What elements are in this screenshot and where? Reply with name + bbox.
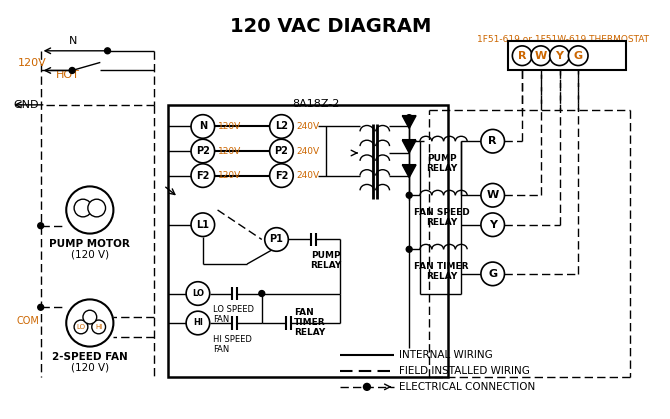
Text: RELAY: RELAY	[426, 272, 457, 281]
Text: FAN: FAN	[294, 308, 314, 317]
Circle shape	[406, 246, 412, 252]
Circle shape	[481, 262, 505, 286]
Text: F2: F2	[275, 171, 288, 181]
Text: R: R	[488, 136, 497, 146]
Circle shape	[549, 46, 570, 65]
Circle shape	[481, 213, 505, 236]
Text: (120 V): (120 V)	[71, 249, 109, 259]
Text: Y: Y	[488, 220, 496, 230]
Circle shape	[269, 164, 293, 187]
Circle shape	[105, 48, 111, 54]
Text: FAN: FAN	[212, 315, 229, 324]
Text: Y: Y	[555, 51, 563, 61]
Circle shape	[38, 304, 44, 310]
Text: N: N	[199, 122, 207, 132]
Circle shape	[88, 199, 106, 217]
Text: N: N	[69, 36, 77, 46]
Circle shape	[406, 192, 412, 198]
Text: 120V: 120V	[218, 147, 241, 155]
Circle shape	[513, 46, 532, 65]
Polygon shape	[402, 140, 416, 153]
Text: W: W	[535, 51, 547, 61]
Circle shape	[66, 300, 113, 347]
Circle shape	[481, 129, 505, 153]
Circle shape	[92, 320, 106, 334]
Circle shape	[269, 139, 293, 163]
Text: RELAY: RELAY	[294, 328, 326, 337]
Text: 240V: 240V	[296, 171, 320, 180]
Circle shape	[186, 311, 210, 335]
Circle shape	[69, 67, 75, 73]
Text: 120 VAC DIAGRAM: 120 VAC DIAGRAM	[230, 18, 431, 36]
Circle shape	[191, 115, 214, 138]
Text: PUMP MOTOR: PUMP MOTOR	[50, 240, 130, 249]
Polygon shape	[402, 116, 416, 129]
Polygon shape	[402, 165, 416, 178]
Text: PUMP: PUMP	[427, 154, 456, 163]
Circle shape	[66, 186, 113, 233]
Text: G: G	[488, 269, 497, 279]
Circle shape	[191, 139, 214, 163]
Text: LO SPEED: LO SPEED	[212, 305, 254, 314]
Text: P2: P2	[196, 146, 210, 156]
Circle shape	[259, 290, 265, 297]
Circle shape	[83, 310, 96, 324]
Text: 120V: 120V	[18, 57, 47, 67]
Text: COM: COM	[16, 316, 39, 326]
Text: LO: LO	[192, 289, 204, 298]
Bar	[168, 105, 448, 377]
Text: 240V: 240V	[296, 147, 320, 155]
Circle shape	[265, 228, 288, 251]
Circle shape	[191, 164, 214, 187]
Text: W: W	[486, 190, 499, 200]
Circle shape	[481, 184, 505, 207]
Circle shape	[364, 383, 371, 391]
Text: P1: P1	[269, 235, 283, 244]
Text: FAN SPEED: FAN SPEED	[414, 208, 470, 217]
Text: FAN TIMER: FAN TIMER	[414, 262, 469, 271]
Text: HI: HI	[193, 318, 203, 328]
Text: FIELD INSTALLED WIRING: FIELD INSTALLED WIRING	[399, 366, 530, 376]
Text: HI SPEED: HI SPEED	[212, 335, 251, 344]
Text: RELAY: RELAY	[426, 164, 457, 173]
Text: 240V: 240V	[296, 122, 320, 131]
Text: HOT: HOT	[56, 70, 79, 80]
Text: GND: GND	[13, 100, 39, 110]
Text: F2: F2	[196, 171, 210, 181]
Circle shape	[568, 46, 588, 65]
Circle shape	[74, 199, 92, 217]
Text: P2: P2	[275, 146, 288, 156]
Text: 120V: 120V	[218, 122, 241, 131]
Bar	[509, 41, 626, 70]
Circle shape	[191, 213, 214, 236]
Text: RELAY: RELAY	[426, 218, 457, 227]
Text: 8A18Z-2: 8A18Z-2	[292, 99, 340, 109]
Circle shape	[406, 115, 412, 121]
Text: RELAY: RELAY	[310, 261, 341, 270]
Text: G: G	[574, 51, 583, 61]
Text: FAN: FAN	[212, 344, 229, 354]
Text: L2: L2	[275, 122, 288, 132]
Text: (120 V): (120 V)	[71, 362, 109, 372]
Text: INTERNAL WIRING: INTERNAL WIRING	[399, 350, 493, 360]
Circle shape	[186, 282, 210, 305]
Circle shape	[38, 223, 44, 229]
Text: TIMER: TIMER	[294, 318, 326, 327]
Circle shape	[531, 46, 551, 65]
Text: 120V: 120V	[218, 171, 241, 180]
Circle shape	[74, 320, 88, 334]
Circle shape	[269, 115, 293, 138]
Text: PUMP: PUMP	[311, 251, 340, 260]
Text: LO: LO	[76, 324, 86, 330]
Text: HI: HI	[95, 324, 103, 330]
Text: 2-SPEED FAN: 2-SPEED FAN	[52, 352, 128, 362]
Text: L1: L1	[196, 220, 209, 230]
Text: ELECTRICAL CONNECTION: ELECTRICAL CONNECTION	[399, 382, 535, 392]
Text: R: R	[518, 51, 527, 61]
Text: 1F51-619 or 1F51W-619 THERMOSTAT: 1F51-619 or 1F51W-619 THERMOSTAT	[478, 35, 649, 44]
